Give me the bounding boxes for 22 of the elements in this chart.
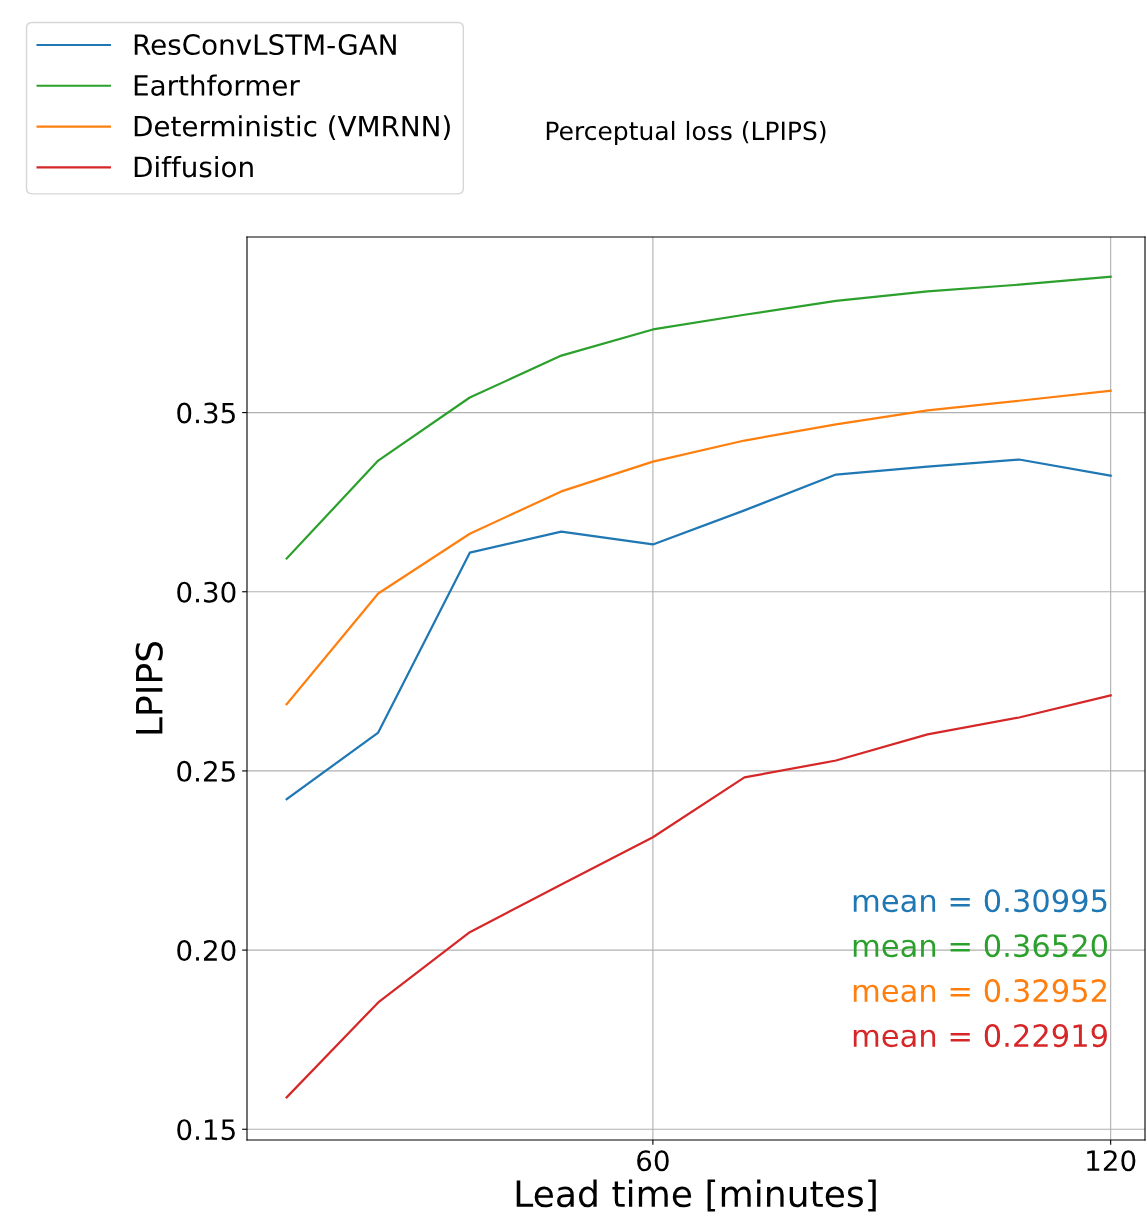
chart-title: Perceptual loss (LPIPS) — [546, 120, 826, 146]
legend-label: Earthformer — [134, 74, 300, 96]
annotation: mean = 0.22919 — [853, 1024, 1107, 1048]
line-series — [285, 458, 1112, 801]
x-tick-label: 60 — [637, 1150, 669, 1172]
line-series — [285, 389, 1112, 706]
annotation: mean = 0.36520 — [853, 934, 1108, 958]
annotation: mean = 0.32952 — [853, 979, 1107, 1003]
y-tick-label: 0.20 — [177, 940, 236, 962]
y-tick-label: 0.25 — [177, 760, 235, 782]
y-axis-title: LPIPS — [135, 641, 163, 734]
y-tick-label: 0.15 — [177, 1119, 235, 1141]
y-tick-label: 0.35 — [177, 402, 235, 424]
line-series — [285, 694, 1112, 1099]
legend-label: Diffusion — [134, 155, 253, 178]
x-axis-title: Lead time [minutes] — [516, 1179, 876, 1212]
x-tick-label: 120 — [1087, 1150, 1136, 1172]
legend-label: Deterministic (VMRNN) — [134, 115, 450, 140]
y-tick-label: 0.30 — [177, 581, 236, 603]
legend-label: ResConvLSTM-GAN — [134, 34, 396, 56]
annotation: mean = 0.30995 — [853, 889, 1107, 913]
line-series — [285, 275, 1112, 560]
